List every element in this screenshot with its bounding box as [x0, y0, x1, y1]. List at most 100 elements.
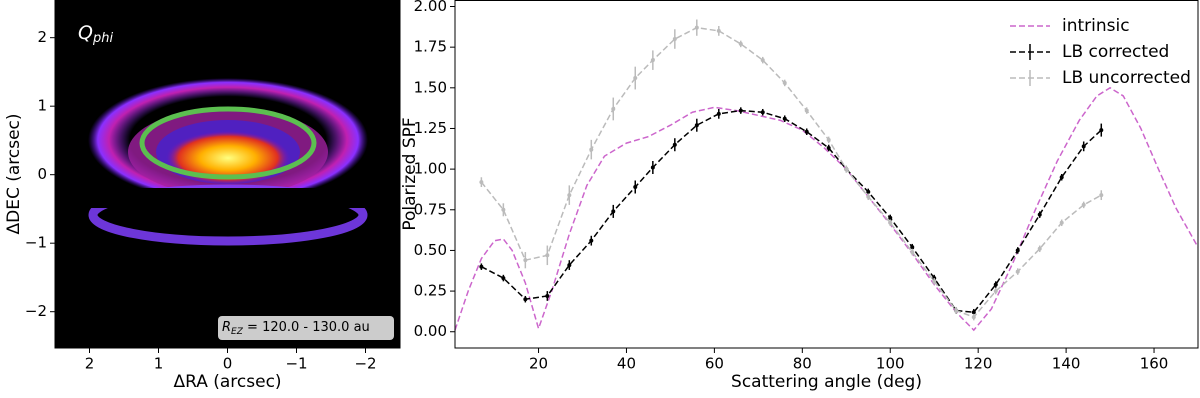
data-point — [479, 264, 484, 269]
data-point — [910, 250, 915, 255]
data-point — [826, 137, 831, 142]
x-axis-label: Scattering angle (deg) — [731, 372, 922, 392]
data-point — [826, 145, 831, 150]
y-axis-label: Polarized SPF — [400, 117, 420, 230]
data-point — [782, 116, 787, 121]
data-point — [866, 189, 871, 194]
y-axis-label: ΔDEC (arcsec) — [4, 113, 24, 234]
data-point — [888, 215, 893, 220]
annotation-sub: EZ — [231, 327, 244, 337]
data-point — [523, 297, 528, 302]
x-tick-label: 0 — [223, 355, 233, 373]
y-tick-label: −1 — [25, 234, 47, 252]
data-point — [523, 258, 528, 263]
x-tick-label: −1 — [285, 355, 307, 373]
x-tick-label: 100 — [876, 355, 905, 373]
data-point — [694, 25, 699, 30]
annotation-main: R — [222, 320, 231, 335]
series-line — [454, 86, 1199, 332]
data-point — [1059, 220, 1064, 225]
x-tick-label: 80 — [793, 355, 812, 373]
x-tick-label: 140 — [1052, 355, 1081, 373]
x-tick-label: 20 — [529, 355, 548, 373]
y-tick-label: 1.50 — [414, 78, 447, 96]
data-point — [501, 207, 506, 212]
y-tick-label: 0.00 — [414, 322, 447, 340]
x-tick-label: 60 — [705, 355, 724, 373]
y-tick-label: 0 — [37, 165, 47, 183]
legend-label: LB corrected — [1062, 42, 1169, 62]
legend-label: intrinsic — [1062, 16, 1130, 36]
data-point — [545, 293, 550, 298]
data-point — [1037, 212, 1042, 217]
annotation: REZ = 120.0 - 130.0 au — [222, 320, 370, 337]
x-tick-label: 160 — [1140, 355, 1169, 373]
disk-image — [55, 0, 400, 348]
data-point — [866, 194, 871, 199]
data-point — [954, 308, 959, 313]
data-point — [1081, 202, 1086, 207]
x-tick-label: 120 — [964, 355, 993, 373]
data-point — [1099, 193, 1104, 198]
annotation-box — [218, 316, 394, 340]
data-point — [633, 185, 638, 190]
data-point — [760, 110, 765, 115]
data-point — [501, 276, 506, 281]
x-tick-label: 1 — [154, 355, 164, 373]
x-tick-label: 40 — [617, 355, 636, 373]
title-sub: phi — [92, 31, 113, 46]
data-point — [672, 142, 677, 147]
title-main: Q — [78, 22, 93, 44]
legend-label: LB uncorrected — [1062, 68, 1191, 88]
x-axis-label: ΔRA (arcsec) — [173, 372, 281, 392]
data-point — [1015, 269, 1020, 274]
y-tick-label: 2 — [37, 28, 47, 46]
y-tick-label: 0.50 — [414, 241, 447, 259]
series-line — [481, 109, 1102, 314]
data-point — [1037, 246, 1042, 251]
data-point — [716, 28, 721, 33]
data-point — [589, 147, 594, 152]
annotation-rest: = 120.0 - 130.0 au — [243, 320, 370, 335]
data-point — [545, 253, 550, 258]
data-point — [1015, 248, 1020, 253]
data-point — [971, 315, 976, 320]
y-tick-label: 2.00 — [414, 0, 447, 15]
y-tick-label: −2 — [25, 302, 47, 320]
x-tick-label: −2 — [354, 355, 376, 373]
data-point — [633, 76, 638, 81]
data-point — [694, 123, 699, 128]
data-point — [479, 180, 484, 185]
data-point — [804, 108, 809, 113]
y-tick-label: 1 — [37, 97, 47, 115]
data-point — [910, 245, 915, 250]
y-tick-label: 0.25 — [414, 282, 447, 300]
y-tick-label: 0.75 — [414, 200, 447, 218]
y-tick-label: 1.00 — [414, 160, 447, 178]
data-point — [567, 263, 572, 268]
data-point — [589, 238, 594, 243]
data-point — [971, 310, 976, 315]
data-point — [650, 58, 655, 63]
data-point — [1081, 144, 1086, 149]
series-line — [480, 26, 1102, 318]
data-point — [760, 58, 765, 63]
x-tick-label: 2 — [85, 355, 95, 373]
data-point — [804, 129, 809, 134]
axes-frame — [454, 0, 1199, 349]
data-point — [650, 165, 655, 170]
panel-title: Qphi — [78, 22, 113, 46]
data-point — [782, 80, 787, 85]
data-point — [672, 37, 677, 42]
data-point — [844, 167, 849, 172]
data-point — [1099, 128, 1104, 133]
data-point — [932, 279, 937, 284]
data-point — [1059, 175, 1064, 180]
data-point — [611, 209, 616, 214]
y-tick-label: 1.25 — [414, 119, 447, 137]
data-point — [738, 41, 743, 46]
data-point — [888, 220, 893, 225]
data-point — [567, 193, 572, 198]
